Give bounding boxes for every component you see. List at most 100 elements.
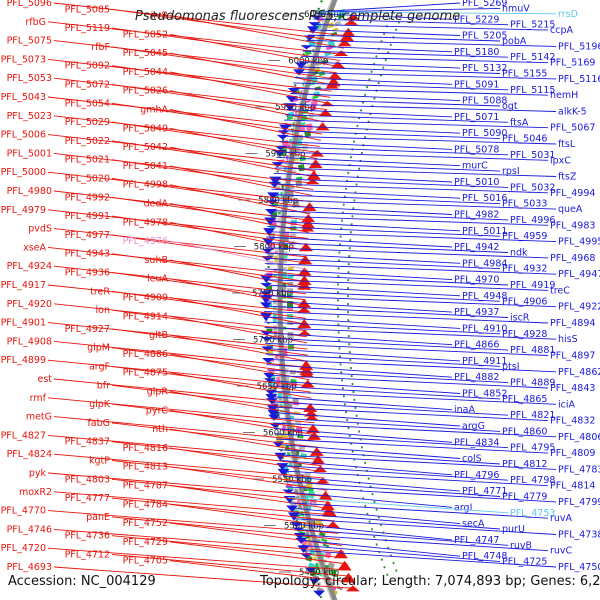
gene-label: glpM <box>87 343 110 354</box>
gene-arrow <box>267 409 280 418</box>
gene-label: ndk <box>510 248 528 259</box>
label-connector <box>53 416 318 442</box>
gene-label: PFL_4803 <box>65 474 110 485</box>
label-connector <box>111 27 341 61</box>
tick-label: 5650 kbp <box>257 382 297 392</box>
label-connector <box>304 45 453 53</box>
label-connector <box>264 268 453 281</box>
gene-arrow <box>286 505 299 513</box>
label-connector <box>266 364 453 378</box>
gene-label: PFL_4970 <box>454 275 499 286</box>
gene-label: PFL_4738 <box>558 530 600 541</box>
label-connector <box>111 460 327 485</box>
gene-label: rmf <box>30 393 47 404</box>
label-connector <box>291 87 549 96</box>
gene-label: xseA <box>23 242 46 253</box>
gene-label: PFL_4875 <box>123 368 168 379</box>
gene-arrow <box>260 302 273 309</box>
label-connector <box>264 273 509 286</box>
gene-arrow <box>266 404 279 414</box>
gene-label: iscR <box>510 313 530 324</box>
gene-label: PFL_5091 <box>454 79 499 90</box>
feature-block <box>318 70 326 77</box>
feature-block <box>322 543 330 548</box>
label-connector <box>284 481 501 497</box>
accession-label: Accession: NC_004129 <box>8 574 156 589</box>
gene-label: ogt <box>502 101 518 112</box>
label-connector <box>266 358 557 373</box>
label-connector <box>273 422 557 438</box>
feature-block <box>286 116 294 121</box>
gene-arrow <box>297 275 312 286</box>
gene-label: PFL_4813 <box>123 462 168 473</box>
label-connector <box>111 554 352 577</box>
genome-summary: Topology: circular; Length: 7,074,893 bp… <box>260 574 600 589</box>
gene-arrow <box>308 578 321 584</box>
label-connector <box>53 378 313 405</box>
label-connector <box>283 475 461 492</box>
gene-label: hemH <box>550 90 578 101</box>
gene-arrow <box>261 248 274 254</box>
feature-block <box>308 562 316 569</box>
label-connector <box>270 194 501 205</box>
label-connector <box>265 247 549 259</box>
gene-label: PFL_4976 <box>123 236 168 247</box>
label-connector <box>316 7 501 13</box>
label-connector <box>47 434 321 461</box>
label-connector <box>270 406 549 422</box>
gene-label: pvdS <box>28 224 52 235</box>
gene-label: PFL_5119 <box>65 23 110 34</box>
gene-label: PFL_5090 <box>462 128 507 139</box>
label-connector <box>270 199 557 210</box>
gene-label: rpsI <box>502 166 520 177</box>
gene-label: argG <box>462 421 485 432</box>
label-connector <box>169 146 315 178</box>
label-connector <box>169 184 311 215</box>
feature-block <box>297 164 305 172</box>
label-connector <box>47 359 311 387</box>
gene-label: PFL_5155 <box>502 69 547 80</box>
gene-label: PFL_5044 <box>123 67 168 78</box>
gene-label: PFL_5042 <box>123 142 168 153</box>
gene-label: PFL_5132 <box>462 63 507 74</box>
label-connector <box>277 151 549 161</box>
label-connector <box>316 2 461 13</box>
gene-label: PFL_5029 <box>65 117 110 128</box>
label-connector <box>275 438 549 454</box>
gene-label: PFL_4720 <box>1 543 46 554</box>
gene-label: PFL_5180 <box>454 47 499 58</box>
label-connector <box>301 55 549 64</box>
label-connector <box>263 295 557 308</box>
gene-label: metG <box>26 412 52 423</box>
feature-block <box>305 123 313 132</box>
gene-label: PFL_5006 <box>1 130 46 141</box>
gene-arrow <box>271 162 284 168</box>
gene-label: PFL_4834 <box>454 437 499 448</box>
label-connector <box>264 326 557 340</box>
label-connector <box>53 453 325 479</box>
label-connector <box>169 466 328 491</box>
label-connector <box>281 130 501 140</box>
gene-label: lpxC <box>550 155 571 166</box>
gene-label: PFL_4824 <box>7 449 52 460</box>
gene-arrow <box>295 62 308 69</box>
gene-label: PFL_4795 <box>510 443 555 454</box>
gene-label: PFL_4705 <box>123 556 168 567</box>
gene-label: PFL_4784 <box>123 499 168 510</box>
label-connector <box>169 353 310 381</box>
gene-label: PFL_4852 <box>462 389 507 400</box>
inner-dotted-ring-0 <box>347 21 401 579</box>
label-connector <box>264 263 557 275</box>
label-connector <box>269 204 453 215</box>
gene-label: PFL_4889 <box>510 378 555 389</box>
gene-label: PFL_4920 <box>7 299 52 310</box>
label-connector <box>47 547 350 571</box>
gene-arrow <box>260 291 273 297</box>
gene-label: PFL_4932 <box>502 264 547 275</box>
gene-label: PFL_4865 <box>502 394 547 405</box>
label-connector <box>169 109 322 141</box>
gene-arrow <box>323 510 338 517</box>
gene-label: PFL_4894 <box>550 318 595 329</box>
label-connector <box>263 305 509 318</box>
gene-arrow <box>297 280 312 290</box>
